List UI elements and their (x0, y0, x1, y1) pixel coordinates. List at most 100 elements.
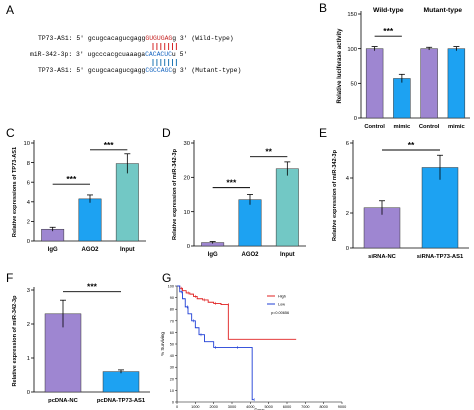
chart-f: 0 1 2 3 Relative expression of miR-342-3p pcD… (12, 282, 150, 404)
chart-c: 0 2 4 6 8 10 Relative expressions of TP73-AS1 I… (12, 140, 146, 253)
panel-label-b: B (319, 1, 327, 15)
bar (78, 198, 102, 242)
seq-row-mirna: miR-342-3p: 3' ugcccacgcuaaagaCACACUCu 5… (30, 51, 187, 58)
y-tick-label: 2 (27, 220, 30, 226)
x-tick-label: pcDNA-NC (48, 398, 78, 404)
y-tick-label: 6 (346, 141, 349, 147)
y-tick-label: 3 (27, 288, 30, 294)
significance-label: ** (408, 140, 415, 150)
y-tick-label: 50 (351, 82, 357, 88)
y-tick-label: 2 (346, 211, 349, 217)
survival-curve-high (177, 285, 297, 340)
significance-label: *** (226, 178, 237, 188)
x-tick-label: 7000 (301, 405, 309, 409)
x-tick-label: IgG (208, 252, 218, 258)
y-tick-label: 60 (170, 331, 174, 335)
x-tick-label: IgG (48, 247, 58, 253)
x-tick-label: 8000 (319, 405, 327, 409)
x-tick-label: 9000 (338, 405, 346, 409)
x-tick-label: AGO2 (241, 252, 259, 258)
panel-label-f: F (6, 271, 13, 285)
y-tick-label: 0 (354, 116, 357, 122)
y-tick-label: 20 (184, 176, 190, 182)
y-tick-label: 20 (170, 377, 174, 381)
y-tick-label: 40 (170, 354, 174, 358)
y-axis-title: Relative expressions of TP73-AS1 (12, 147, 18, 237)
significance-label: *** (383, 26, 394, 36)
bar (238, 199, 262, 247)
x-tick-label: 4000 (246, 405, 254, 409)
y-tick-label: 0 (346, 246, 349, 252)
y-axis-title: Relative expression of miR-342-3p (12, 295, 18, 387)
y-axis-title: Relative luciferase activity (337, 28, 343, 104)
panel-label-a: A (6, 3, 14, 17)
bar (447, 48, 466, 119)
bar (421, 167, 459, 249)
y-tick-label: 10 (184, 210, 190, 216)
bar (102, 371, 140, 393)
x-axis-title: Days (254, 408, 265, 410)
x-tick-label: pcDNA-TP73-AS1 (97, 398, 146, 404)
x-tick-label: siRNA-NC (368, 254, 397, 260)
x-tick-label: Control (364, 124, 385, 130)
x-tick-label: siRNA-TP73-AS1 (417, 254, 464, 260)
y-tick-label: 0 (27, 390, 30, 396)
y-tick-label: 10 (170, 389, 174, 393)
x-tick-label: Control (419, 124, 440, 130)
x-tick-label: Input (120, 247, 135, 253)
y-tick-label: 4 (27, 200, 31, 206)
wild-pairing-lines (152, 43, 177, 50)
survival-curve-low (177, 285, 254, 401)
y-tick-label: 100 (347, 47, 357, 53)
y-tick-label: 8 (27, 161, 30, 167)
bar (365, 48, 384, 119)
y-tick-label: 150 (347, 12, 357, 18)
group-label: Mutant-type (423, 7, 462, 14)
significance-label: *** (104, 140, 115, 150)
seq-row-wild: TP73-AS1: 5' gcugcacagucgaggGUGUGAGg 3' … (38, 35, 234, 42)
significance-label: ** (265, 147, 272, 157)
y-tick-label: 30 (170, 366, 174, 370)
panel-label-c: C (6, 126, 15, 140)
y-tick-label: 30 (184, 141, 190, 147)
y-axis-title: % Surviving (160, 332, 165, 356)
chart-e: 0 2 4 6 Relative expression of miR-342-3p siR… (332, 140, 469, 260)
panel-a: A TP73-AS1: 5' gcugcacagucgaggGUGUGAGg 3… (6, 3, 241, 74)
significance-label: *** (66, 174, 77, 184)
y-axis-title: Relative expression of miR-342-3p (332, 149, 338, 241)
y-tick-label: 0 (27, 239, 30, 245)
panel-label-e: E (319, 126, 327, 140)
y-tick-label: 0 (172, 401, 174, 405)
x-tick-label: mimic (393, 124, 411, 130)
y-tick-label: 50 (170, 343, 174, 347)
y-tick-label: 70 (170, 319, 174, 323)
y-tick-label: 90 (170, 296, 174, 300)
legend-label: Low (278, 302, 285, 306)
bar (275, 168, 299, 247)
x-tick-label: Input (280, 252, 295, 258)
chart-b: 0 50 100 150 Relative luciferase activity Con… (337, 7, 470, 130)
x-tick-label: 2000 (209, 405, 217, 409)
x-tick-label: 0 (176, 405, 178, 409)
x-tick-label: 5000 (264, 405, 272, 409)
y-tick-label: 80 (170, 308, 174, 312)
chart-d: 0 10 20 30 Relative expression of miR-342-3p… (172, 140, 306, 258)
panel-label-d: D (162, 126, 171, 140)
y-tick-label: 4 (346, 176, 350, 182)
p-value-label: p=0.00656 (271, 311, 289, 315)
bar (393, 78, 411, 119)
x-tick-label: 6000 (283, 405, 291, 409)
x-tick-label: 3000 (228, 405, 236, 409)
y-tick-label: 10 (24, 141, 30, 147)
legend-label: High (278, 294, 286, 298)
y-tick-label: 6 (27, 180, 30, 186)
x-tick-label: mimic (448, 124, 466, 130)
y-tick-label: 100 (168, 285, 174, 289)
y-axis-title: Relative expression of miR-342-3p (172, 148, 178, 240)
panel-label-g: G (162, 271, 171, 285)
significance-label: *** (87, 282, 98, 292)
x-tick-label: 1000 (191, 405, 199, 409)
mutant-pairing-lines (152, 59, 177, 66)
